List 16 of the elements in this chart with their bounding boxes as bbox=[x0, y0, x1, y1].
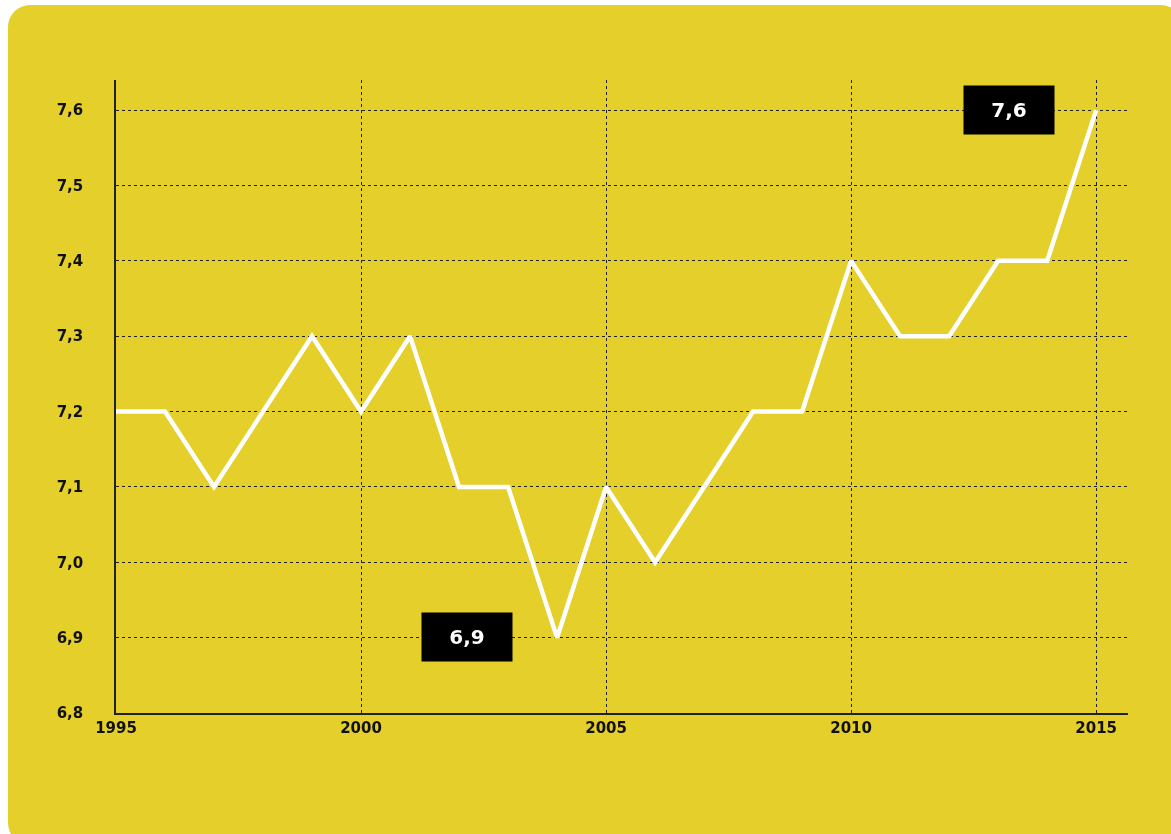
y-tick-label: 7,6 bbox=[56, 101, 84, 120]
annotation: 6,9 bbox=[449, 625, 485, 649]
annotation: 7,6 bbox=[991, 98, 1027, 122]
x-tick-label: 2005 bbox=[585, 718, 627, 737]
y-tick-label: 7,1 bbox=[56, 478, 84, 497]
x-tick-label: 2015 bbox=[1075, 718, 1118, 737]
x-tick-label: 1995 bbox=[95, 718, 137, 737]
y-tick-label: 6,8 bbox=[56, 704, 84, 723]
y-tick-label: 7,2 bbox=[56, 402, 84, 421]
y-tick-label: 7,0 bbox=[56, 553, 84, 572]
x-tick-label: 2010 bbox=[830, 718, 872, 737]
y-tick-label: 7,5 bbox=[56, 176, 84, 195]
y-tick-label: 7,4 bbox=[56, 252, 84, 271]
x-tick-label: 2000 bbox=[340, 718, 382, 737]
y-tick-label: 6,9 bbox=[56, 628, 84, 647]
y-tick-label: 7,3 bbox=[56, 327, 84, 346]
